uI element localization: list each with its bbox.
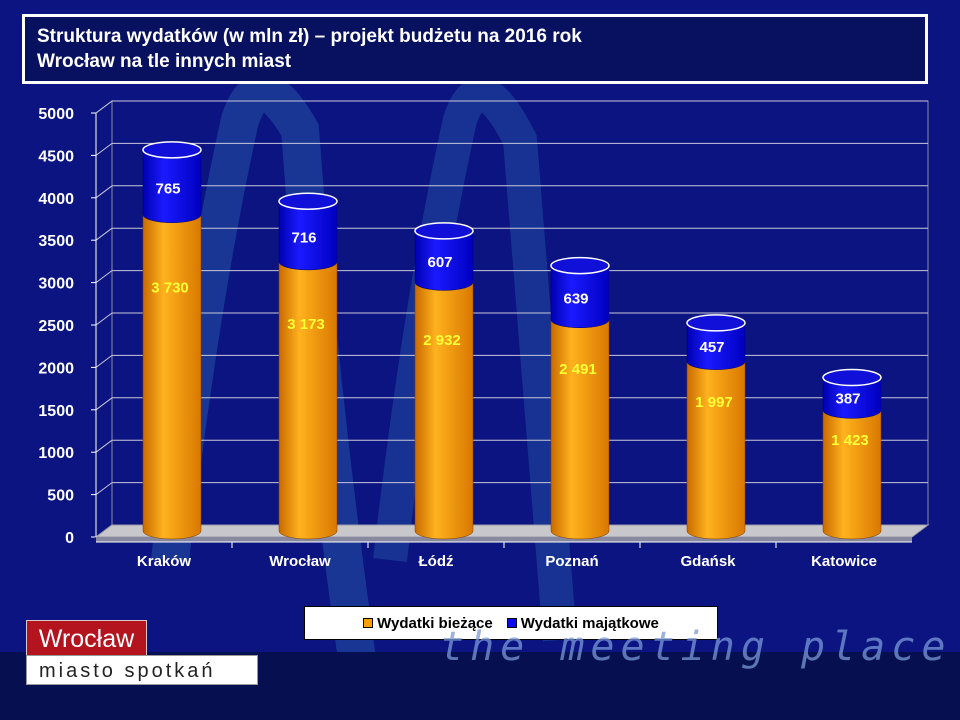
data-label-current: 2 932	[423, 332, 461, 349]
bar-current	[278, 261, 338, 540]
bar-capital	[550, 265, 610, 328]
legend-label-capital: Wydatki majątkowe	[520, 614, 659, 632]
data-label-current: 1 423	[831, 432, 869, 449]
gridline-side	[95, 482, 113, 496]
y-tick-label: 1500	[38, 403, 74, 420]
plot-floor-edge	[96, 537, 912, 542]
chart-title-box: Struktura wydatków (w mln zł) – projekt …	[22, 14, 928, 84]
data-label-capital: 716	[291, 230, 316, 247]
bar-current	[550, 319, 610, 540]
y-tick-label: 2500	[38, 318, 74, 335]
bar-top	[142, 141, 202, 159]
x-tick-label: Kraków	[137, 553, 192, 570]
bar-capital	[278, 200, 338, 271]
data-label-current: 3 173	[287, 316, 325, 333]
gridline-side	[95, 185, 113, 199]
x-tick-label: Gdańsk	[680, 553, 736, 570]
legend-swatch-current	[363, 618, 374, 628]
gridline-side	[95, 100, 113, 114]
chart-legend: Wydatki bieżące Wydatki majątkowe	[304, 606, 718, 640]
gridline-side	[95, 397, 113, 411]
bar-capital	[142, 149, 202, 223]
legend-item-capital: Wydatki majątkowe	[506, 614, 659, 632]
gridline-side	[95, 439, 113, 453]
gridline-side	[95, 312, 113, 326]
y-tick-label: 0	[65, 530, 74, 547]
bar-top	[822, 368, 882, 387]
x-tick-label: Poznań	[545, 553, 598, 570]
legend-label-current: Wydatki bieżące	[377, 614, 493, 632]
bar-current	[822, 410, 882, 540]
y-tick-label: 4000	[38, 191, 74, 208]
data-label-capital: 387	[835, 391, 860, 408]
bar-top	[278, 192, 338, 210]
bar-capital	[686, 322, 746, 370]
chart-title: Struktura wydatków (w mln zł) – projekt …	[37, 26, 582, 47]
y-tick-label: 2000	[38, 360, 74, 377]
y-tick-label: 1000	[38, 445, 74, 462]
x-tick-label: Katowice	[811, 553, 877, 570]
gridline-side	[95, 270, 113, 284]
bar-capital	[414, 230, 474, 291]
data-label-current: 3 730	[151, 279, 189, 296]
bar-top	[686, 314, 746, 332]
legend-item-current: Wydatki bieżące	[363, 615, 493, 632]
wroclaw-logo-subtext: miasto spotkań	[26, 655, 258, 685]
y-tick-label: 4500	[38, 148, 74, 165]
legend-swatch-capital	[506, 618, 517, 628]
data-label-capital: 765	[155, 181, 180, 198]
x-tick-label: Wrocław	[269, 553, 331, 570]
plot-floor	[94, 524, 930, 538]
wroclaw-logo: Wrocław	[26, 620, 147, 656]
gridline-side	[95, 354, 113, 368]
data-label-current: 2 491	[559, 361, 597, 378]
bar-current	[414, 282, 474, 540]
data-label-capital: 457	[699, 339, 724, 356]
y-tick-label: 3500	[38, 233, 74, 250]
y-tick-label: 5000	[38, 106, 74, 123]
chart-subtitle: Wrocław na tle innych miast	[37, 51, 292, 72]
bar-capital	[822, 377, 882, 419]
y-tick-label: 500	[47, 488, 74, 505]
x-tick-label: Łódź	[419, 553, 454, 570]
bar-current	[142, 214, 202, 540]
gridline-side	[95, 227, 113, 241]
bar-top	[550, 256, 610, 275]
data-label-capital: 639	[563, 290, 588, 307]
bar-current	[686, 361, 746, 540]
y-tick-label: 3000	[38, 276, 74, 293]
bar-top	[414, 222, 474, 240]
gridline-side	[95, 142, 113, 156]
data-label-capital: 607	[427, 254, 452, 271]
slogan-text: the meeting place	[440, 624, 952, 670]
data-label-current: 1 997	[695, 394, 733, 411]
